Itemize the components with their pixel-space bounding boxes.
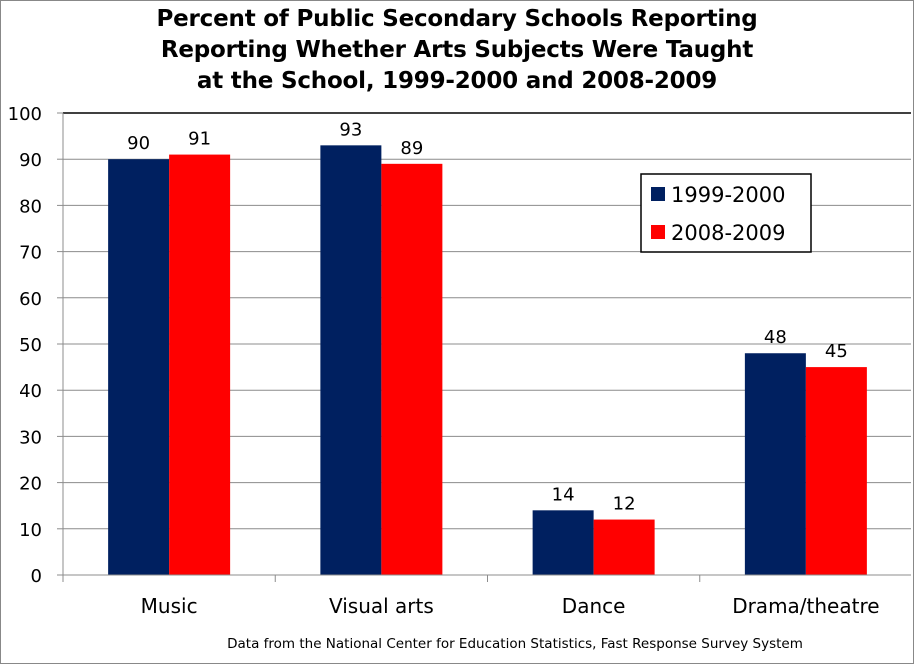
chart-title-line-1: Percent of Public Secondary Schools Repo… [156,6,758,32]
data-label: 45 [825,341,848,362]
y-tick-label-100: 100 [8,104,42,125]
data-labels: 90 91 93 89 14 12 48 45 [127,119,848,514]
x-tick-label-2: Dance [562,594,626,618]
legend-label-1999-2000: 1999-2000 [671,183,785,207]
bar-dance-2008-2009 [593,519,655,575]
bar-music-2008-2009 [169,154,231,575]
x-tick-label-3: Drama/theatre [732,594,879,618]
chart-title-line-3: at the School, 1999-2000 and 2008-2009 [196,68,718,94]
data-label: 48 [764,327,787,348]
data-label: 12 [613,494,636,515]
legend-swatch-2008-2009 [651,225,665,239]
y-tick-label-50: 50 [19,335,42,356]
y-tick-label-90: 90 [19,150,42,171]
y-tick-label-70: 70 [19,243,42,264]
data-label: 93 [339,119,362,140]
y-tick-label-0: 0 [31,566,42,587]
y-tick-label-40: 40 [19,381,42,402]
x-axis: Music Visual arts Dance Drama/theatre [63,574,911,618]
data-label: 14 [552,484,575,505]
y-axis: 0 10 20 30 40 50 60 70 80 90 100 [8,104,64,587]
chart-title-line-2: Reporting Whether Arts Subjects Were Tau… [160,37,754,63]
y-tick-label-10: 10 [19,520,42,541]
chart-title: Percent of Public Secondary Schools Repo… [0,4,914,97]
y-tick-label-30: 30 [19,427,42,448]
bar-music-1999-2000 [108,159,170,575]
x-tick-label-1: Visual arts [329,594,434,618]
bar-drama-theatre-2008-2009 [805,367,867,575]
bar-drama-theatre-1999-2000 [744,353,806,575]
legend-swatch-1999-2000 [651,187,665,201]
data-label: 89 [400,138,423,159]
source-note: Data from the National Center for Educat… [227,636,803,652]
legend: 1999-2000 2008-2009 [640,173,812,253]
bar-visual-arts-2008-2009 [381,163,443,575]
y-tick-label-80: 80 [19,196,42,217]
legend-label-2008-2009: 2008-2009 [671,221,785,245]
x-tick-label-0: Music [141,594,198,618]
legend-box [640,173,812,253]
bar-visual-arts-1999-2000 [320,145,382,575]
bar-dance-1999-2000 [532,510,594,575]
y-tick-label-20: 20 [19,474,42,495]
data-label: 90 [127,133,150,154]
y-tick-label-60: 60 [19,289,42,310]
data-label: 91 [188,129,211,150]
bars [108,145,867,575]
